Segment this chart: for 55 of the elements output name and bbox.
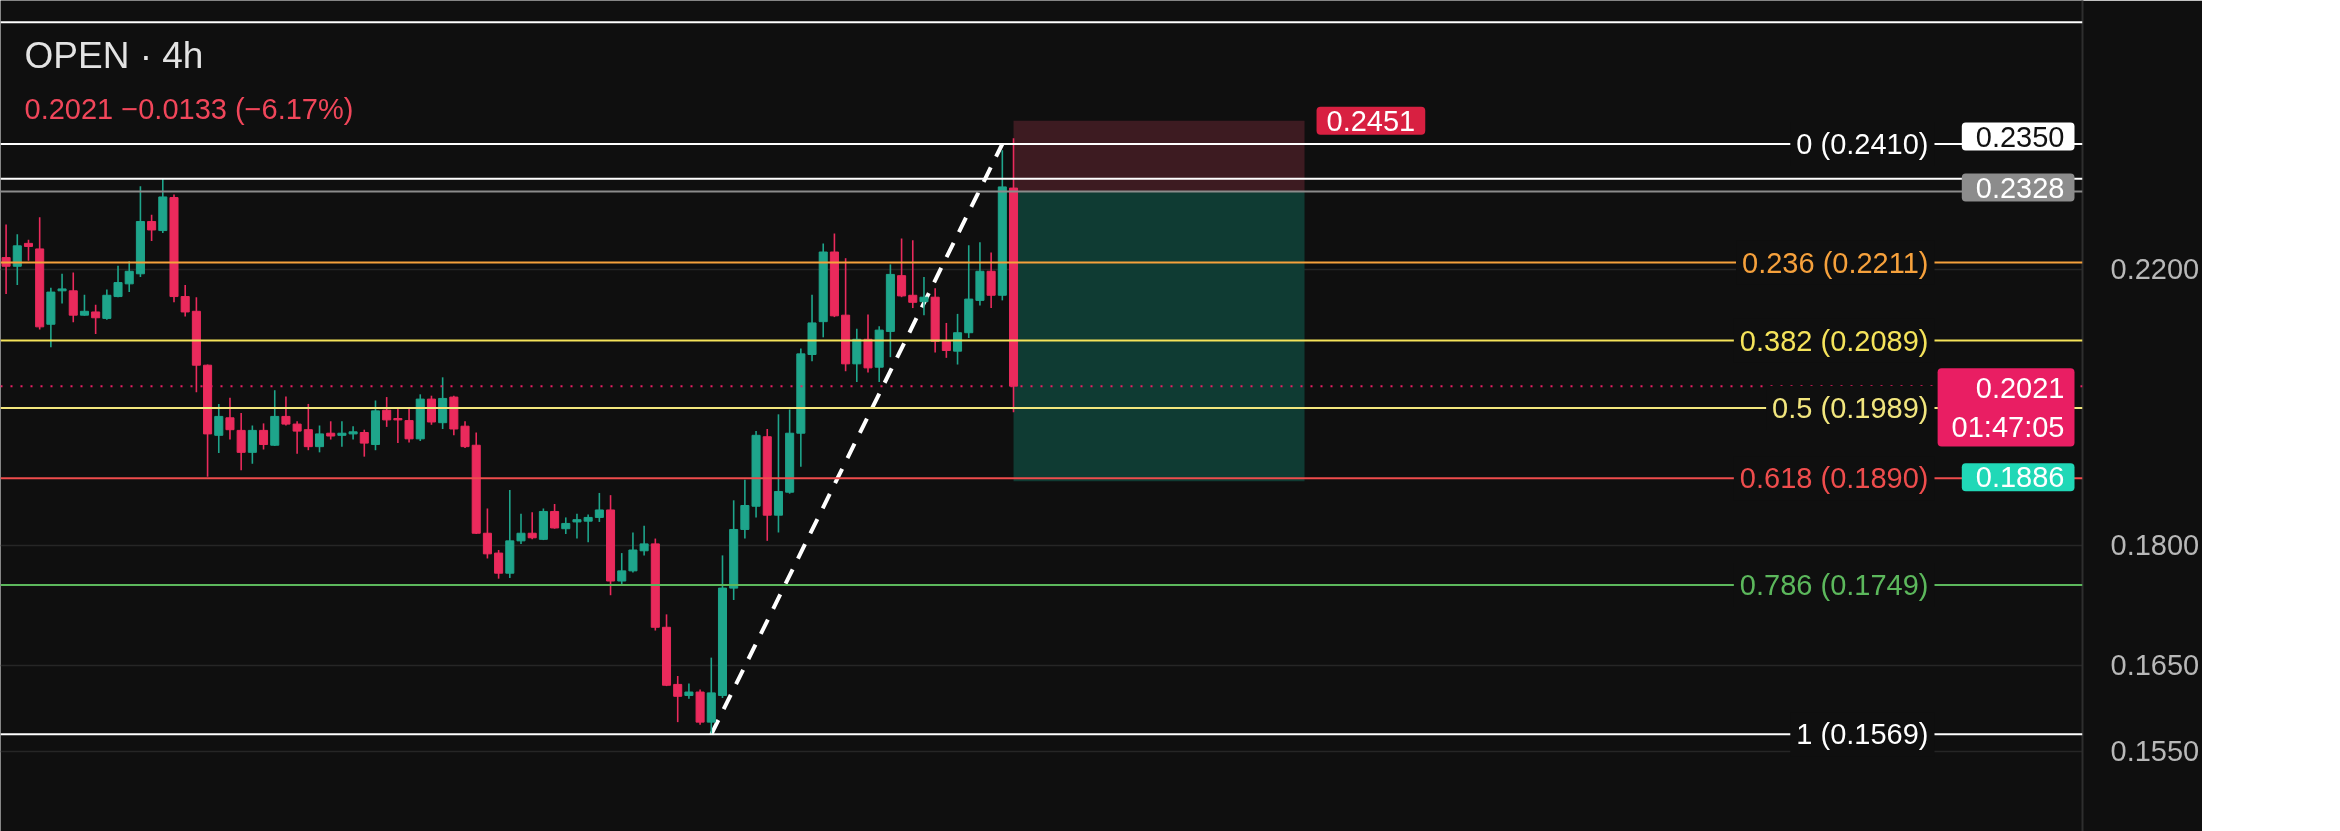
candlestick bbox=[516, 512, 526, 545]
candlestick bbox=[79, 293, 89, 317]
candlestick bbox=[550, 503, 560, 530]
candlestick bbox=[124, 260, 134, 293]
ref-line-label: 1 (0.1569) bbox=[1796, 718, 1929, 751]
candlestick bbox=[147, 214, 157, 242]
candlestick bbox=[426, 394, 436, 426]
y-tick-label: 0.2200 bbox=[2110, 253, 2200, 286]
candlestick bbox=[259, 422, 269, 451]
candlestick bbox=[91, 304, 101, 335]
candlestick bbox=[594, 492, 604, 523]
y-tick-label: 0.1800 bbox=[2110, 529, 2200, 562]
ref-line-label: 0.5 (0.1989) bbox=[1772, 392, 1929, 425]
candlestick bbox=[908, 239, 918, 309]
band-label: 0.2451 bbox=[1326, 104, 1416, 137]
candlestick bbox=[180, 284, 190, 318]
candlestick bbox=[919, 276, 929, 316]
ref-line-label: 0.618 (0.1890) bbox=[1739, 462, 1929, 495]
annotation: 0.1886 bbox=[1975, 461, 2065, 494]
y-tick-label: 0.1550 bbox=[2110, 735, 2200, 768]
candlestick bbox=[1, 223, 11, 295]
candlestick bbox=[404, 407, 414, 444]
candlestick bbox=[214, 403, 224, 454]
candlestick bbox=[12, 233, 22, 286]
y-tick-label: 0.1650 bbox=[2110, 649, 2200, 682]
candlestick bbox=[482, 507, 492, 560]
ref-line-label: 0.236 (0.2211) bbox=[1742, 246, 1929, 279]
candlestick bbox=[247, 424, 257, 465]
candlestick bbox=[527, 511, 537, 541]
candlestick bbox=[303, 403, 313, 452]
candlestick bbox=[23, 238, 34, 262]
candlestick bbox=[494, 549, 504, 580]
candlestick bbox=[292, 420, 302, 455]
candlestick bbox=[225, 396, 235, 441]
annotation: 0.2021 01:47:05 bbox=[1951, 372, 2065, 443]
candlestick bbox=[326, 420, 336, 441]
ref-line-label: 0.382 (0.2089) bbox=[1739, 324, 1929, 357]
text: OPEN · 4h bbox=[24, 34, 204, 76]
candlestick bbox=[281, 395, 291, 427]
candlestick bbox=[673, 675, 683, 723]
candlestick bbox=[897, 237, 907, 298]
text: 0.2021 −0.0133 (−6.17%) bbox=[24, 92, 354, 125]
ref-line-label: 0 (0.2410) bbox=[1796, 128, 1929, 160]
candlestick bbox=[986, 251, 996, 309]
candlestick bbox=[57, 272, 67, 305]
candlestick bbox=[359, 428, 369, 458]
candlestick bbox=[382, 396, 392, 428]
annotation: 0.2328 bbox=[1975, 171, 2065, 204]
candlestick bbox=[236, 412, 246, 472]
ref-line-label: 0.786 (0.1749) bbox=[1739, 568, 1929, 601]
annotation: 0.2350 bbox=[1975, 120, 2065, 153]
candlestick bbox=[617, 552, 627, 585]
candlestick bbox=[773, 413, 783, 534]
candlestick bbox=[314, 424, 325, 454]
candlestick bbox=[393, 406, 403, 444]
